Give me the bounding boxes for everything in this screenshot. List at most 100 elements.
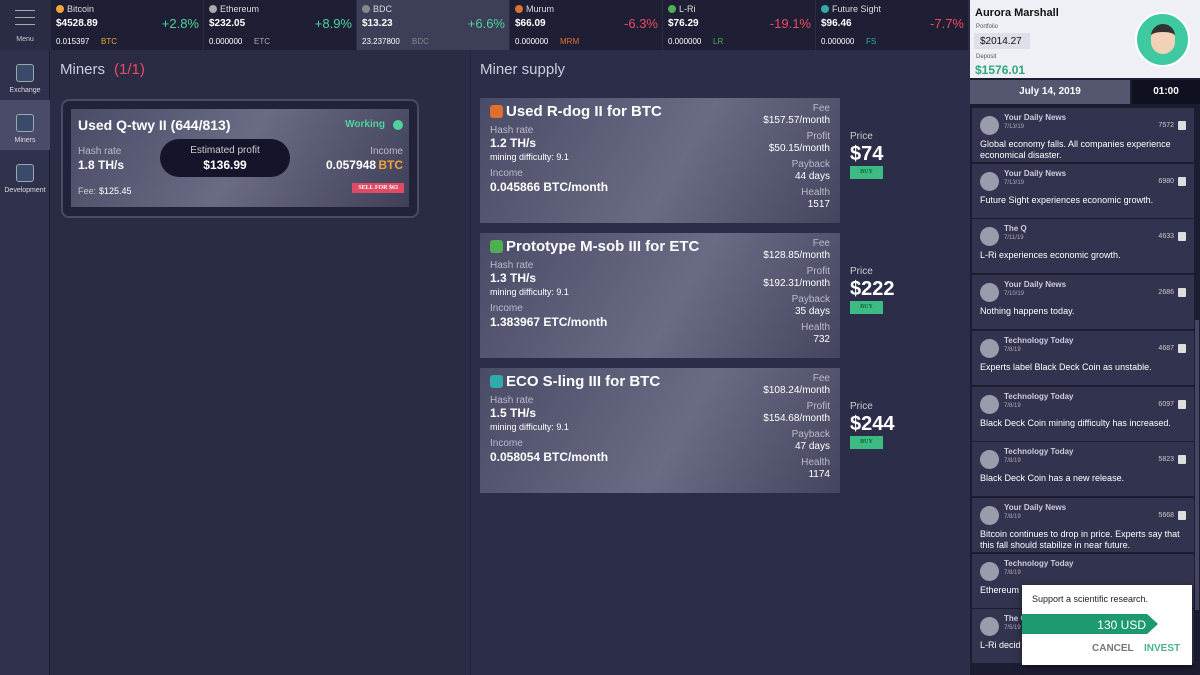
profit-label: Estimated profit [190,145,260,156]
payback-value: 47 days [794,441,830,452]
coin-change: -7.7% [930,16,964,31]
price-label: Price [850,266,873,277]
profit-value: $192.31/month [763,278,830,289]
coin-price: $66.09 [515,18,546,29]
hash-value: 1.3 TH/s [490,271,537,285]
nav-item[interactable]: Development [0,150,50,200]
coin-holding: 0.000000 [821,37,855,46]
portfolio-value: $2014.27 [980,36,1022,47]
news-avatar [980,338,999,358]
supply-title: Miner supply [480,61,566,78]
miner-card-inner: Used Q-twy II (644/813) Working Hash rate 1… [71,109,409,207]
profit-label: Profit [806,266,830,277]
news-date: 7/5/19 [1004,625,1021,632]
income-symbol: BTC [378,158,403,172]
like-icon[interactable] [1178,176,1186,186]
price-label: Price [850,401,873,412]
buy-button[interactable]: BUY [850,301,883,314]
supply-name: ECO S-ling III for BTC [506,373,661,390]
coin-symbol: FS [866,37,877,46]
popup-text: Support a scientific research. [1032,594,1149,604]
income-label: Income [490,438,523,449]
income-label: Income [490,168,523,179]
date: July 14, 2019 [1019,86,1081,97]
news-avatar [980,116,999,135]
supply-card: Used R-dog II for BTC Hash rate 1.2 TH/s mi… [480,98,840,223]
news-avatar [980,450,999,470]
ticker: Future Sight $96.46 -7.7% 0.000000 FS [816,0,968,50]
amount-bar[interactable] [1022,614,1158,634]
status-dot [393,120,403,130]
news-date: 7/8/19 [1004,458,1021,465]
fee-label: Fee [812,373,830,384]
buy-button[interactable]: BUY [850,166,883,179]
news-date: 7/8/19 [1004,402,1021,409]
hash-value: 1.8 TH/s [78,158,125,172]
news-source: Your Daily News [1004,168,1067,178]
news-source: The Q [1004,224,1027,234]
profit-label: Profit [806,131,830,142]
like-icon[interactable] [1178,399,1186,409]
nav-item[interactable]: Miners [0,100,50,150]
coin-icon [209,5,217,13]
coin-change: +8.9% [314,16,352,31]
profile: Aurora Marshall Portfolio $2014.27 Deposit $… [970,0,1200,78]
health-label: Health [801,457,830,468]
news-date: 7/13/19 [1004,124,1025,130]
coin-name: Bitcoin [67,4,95,14]
invest-button[interactable]: INVEST [1144,643,1181,654]
fee-value: $108.24/month [763,385,830,396]
ticker: Bitcoin $4528.89 +2.8% 0.015397 BTC [51,0,203,50]
buy-button[interactable]: BUY [850,436,883,449]
supply-icon [490,105,503,118]
like-icon[interactable] [1178,510,1186,520]
miner-name: Used Q-twy II (644/813) [78,117,231,133]
health-label: Health [801,187,830,198]
avatar-face [1151,24,1175,54]
cancel-button[interactable]: CANCEL [1092,643,1134,654]
hash-value: 1.2 TH/s [490,136,537,150]
like-icon[interactable] [1178,121,1186,130]
news-source: Your Daily News [1004,502,1067,512]
news-text: Experts label Black Deck Coin as unstabl… [980,361,1152,372]
supply-name: Used R-dog II for BTC [506,103,662,120]
coin-symbol: BTC [101,37,117,46]
coin-price: $76.29 [668,18,699,29]
payback-value: 35 days [794,306,830,317]
sell-button[interactable]: SELL FOR $63 [352,183,404,193]
news-avatar [980,561,999,581]
like-icon[interactable] [1178,288,1186,298]
coin-change: -19.1% [769,16,811,31]
nav-icon [16,164,34,182]
like-icon[interactable] [1178,343,1186,353]
news-item: Your Daily News 7/13/19 7572 Global economy… [972,108,1194,162]
news-count: 4687 [1158,344,1174,352]
news-count: 2686 [1158,289,1174,297]
income-value: 0.057948 [325,158,376,172]
like-icon[interactable] [1178,455,1186,465]
news-avatar [980,283,999,303]
coin-name: Future Sight [832,4,882,14]
price-value: $74 [850,143,884,165]
portfolio-label: Portfolio [976,24,999,30]
like-icon[interactable] [1178,232,1186,242]
news-avatar [980,227,999,247]
ticker: Murum $66.09 -6.3% 0.000000 MRM [510,0,662,50]
profit-pill: Estimated profit $136.99 [160,139,290,177]
portfolio-badge [974,33,1030,49]
payback-value: 44 days [794,171,830,182]
coin-price: $96.46 [821,18,852,29]
news-text: L-Ri decid [980,640,1021,651]
coin-name: Murum [526,4,555,14]
ticker: Ethereum $232.05 +8.9% 0.000000 ETC [204,0,356,50]
nav-icon [16,64,34,82]
coin-change: +6.6% [467,16,505,31]
coin-price: $13.23 [362,18,393,29]
nav-item[interactable]: Exchange [0,50,50,100]
menu-line [15,10,35,11]
news-date: 7/11/19 [1004,235,1024,242]
profit-label: Profit [806,401,830,412]
menu-button[interactable]: Menu [0,0,50,50]
supply-card: ECO S-ling III for BTC Hash rate 1.5 TH/s m… [480,368,840,493]
